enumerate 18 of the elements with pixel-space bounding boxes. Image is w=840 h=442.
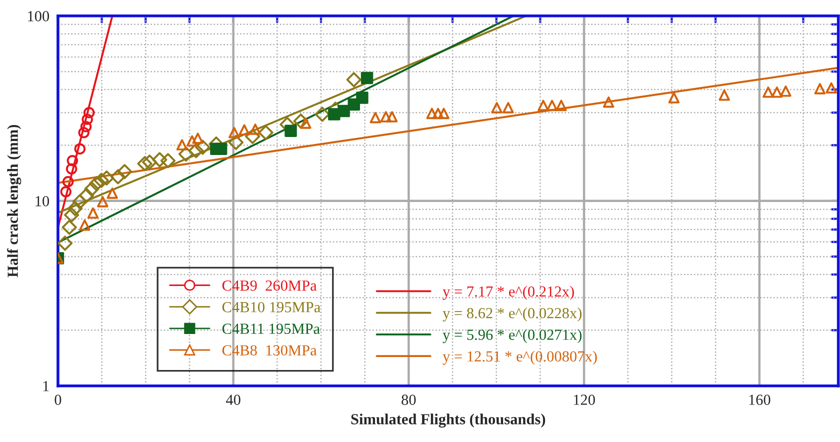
y-axis-title: Half crack length (mm) xyxy=(7,124,22,278)
legend-label: y = 12.51 * e^(0.00807x) xyxy=(442,350,597,365)
legend-label: y = 5.96 * e^(0.0271x) xyxy=(442,329,582,344)
legend-label: y = 7.17 * e^(0.212x) xyxy=(442,286,574,300)
y-tick-label: 1 xyxy=(43,381,49,392)
x-tick-label: 120 xyxy=(574,394,595,405)
x-tick-label: 40 xyxy=(226,394,240,405)
y-tick-label: 10 xyxy=(36,196,50,206)
legend-label: y = 8.62 * e^(0.0228x) xyxy=(442,308,582,322)
x-tick-label: 160 xyxy=(749,394,770,405)
legend-label: C4B8 130MPa xyxy=(222,345,317,356)
legend-label: C4B10 195MPa xyxy=(222,302,320,312)
x-tick-label: 80 xyxy=(402,394,416,405)
legend-label: C4B11 195MPa xyxy=(222,324,320,334)
x-tick-label: 0 xyxy=(54,394,62,405)
y-tick-label: 100 xyxy=(28,11,50,22)
legend-label: C4B9 260MPa xyxy=(222,280,317,291)
x-axis-title: Simulated Flights (thousands) xyxy=(351,414,546,428)
